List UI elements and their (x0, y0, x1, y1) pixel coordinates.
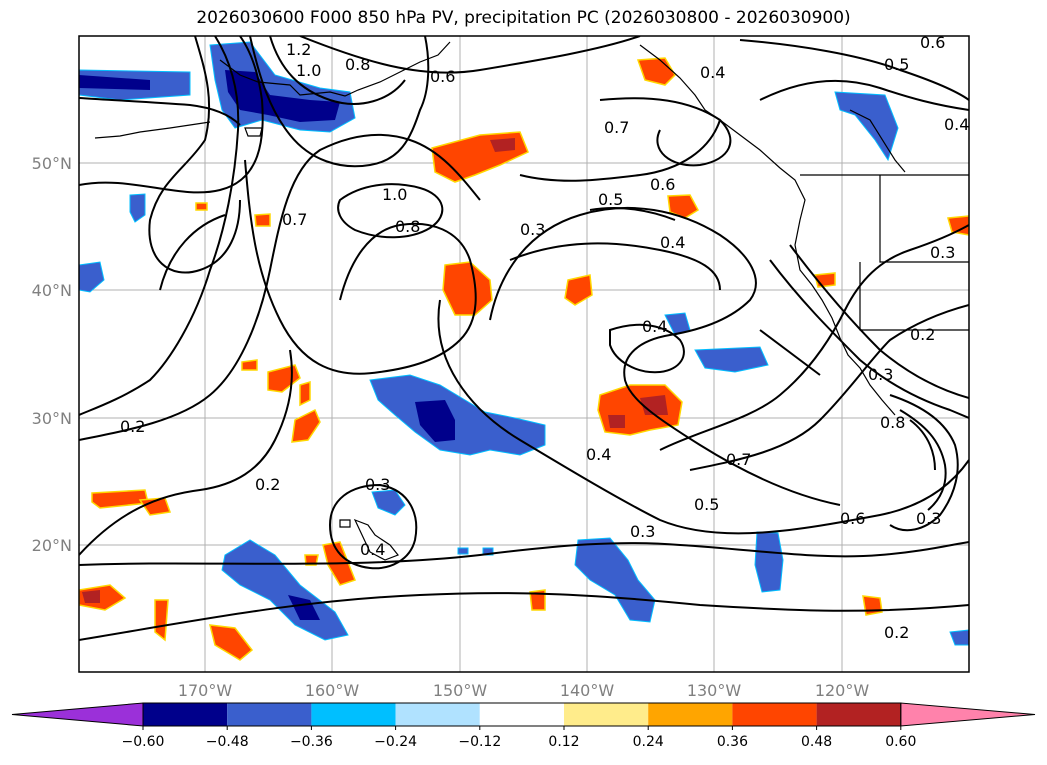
colorbar-tick-label: −0.36 (290, 734, 333, 750)
lon-label-160w: 160°W (305, 681, 360, 700)
lon-label-150w: 150°W (433, 681, 488, 700)
contour-label: 0.2 (255, 475, 280, 494)
colorbar-segment (732, 703, 817, 726)
contour-label: 0.4 (944, 115, 969, 134)
colorbar-tick-label: 0.24 (633, 734, 664, 750)
contour-label: 0.8 (345, 55, 370, 74)
lat-label-50n: 50°N (32, 154, 72, 173)
contour-label: 0.2 (120, 417, 145, 436)
contour-label: 0.6 (430, 67, 455, 86)
negative-precip-patches (79, 41, 969, 646)
contour-label: 0.3 (868, 365, 893, 384)
lon-label-120w: 120°W (815, 681, 870, 700)
colorbar-segment (648, 703, 733, 726)
colorbar-segment (311, 703, 396, 726)
lat-label-40n: 40°N (32, 281, 72, 300)
contour-label: 0.4 (660, 233, 685, 252)
contour-label: 0.3 (916, 509, 941, 528)
graticule (79, 36, 969, 672)
contour-label: 0.2 (910, 325, 935, 344)
contour-label: 0.3 (630, 522, 655, 541)
pv-contours (79, 36, 969, 641)
positive-precip-patches (79, 57, 969, 661)
lon-label-130w: 130°W (687, 681, 742, 700)
contour-label: 0.5 (694, 495, 719, 514)
contour-label: 0.7 (282, 210, 307, 229)
lat-label-20n: 20°N (32, 536, 72, 555)
contour-label: 0.4 (360, 540, 385, 559)
contour-label: 0.4 (700, 63, 725, 82)
colorbar-extend-low (11, 702, 144, 727)
contour-label: 0.3 (365, 475, 390, 494)
colorbar-tick-label: 0.60 (885, 734, 916, 750)
contour-label: 0.7 (726, 450, 751, 469)
contour-label: 0.6 (920, 33, 945, 52)
map-area: 1.2 1.0 1.0 0.8 0.8 0.8 0.7 0.7 0.7 0.6 … (79, 33, 969, 672)
contour-label: 0.3 (930, 243, 955, 262)
colorbar-extend-high (900, 702, 1036, 727)
colorbar-outline (142, 702, 902, 727)
contour-label: 0.8 (395, 217, 420, 236)
colorbar-tick-label: −0.12 (458, 734, 501, 750)
contour-labels: 1.2 1.0 1.0 0.8 0.8 0.8 0.7 0.7 0.7 0.6 … (120, 33, 969, 642)
map-title: 2026030600 F000 850 hPa PV, precipitatio… (196, 8, 851, 28)
contour-label: 0.4 (642, 317, 667, 336)
colorbar-segment (395, 703, 480, 726)
contour-label: 0.5 (884, 55, 909, 74)
contour-label: 0.7 (604, 118, 629, 137)
colorbar-segment (227, 703, 312, 726)
colorbar-segment (564, 703, 649, 726)
colorbar-segment (816, 703, 901, 726)
colorbar-tick-label: −0.24 (374, 734, 417, 750)
lat-label-30n: 30°N (32, 409, 72, 428)
longitude-labels: 170°W 160°W 150°W 140°W 130°W 120°W (178, 681, 870, 700)
contour-label: 1.2 (286, 40, 311, 59)
contour-label: 0.6 (650, 175, 675, 194)
colorbar-tick-label: −0.48 (206, 734, 249, 750)
coastlines (94, 41, 969, 561)
colorbar-segment (143, 703, 228, 726)
contour-label: 0.8 (880, 413, 905, 432)
contour-label: 0.5 (598, 190, 623, 209)
contour-label: 0.2 (884, 623, 909, 642)
contour-label: 0.6 (840, 509, 865, 528)
contour-label: 0.4 (586, 445, 611, 464)
contour-label: 1.0 (296, 61, 321, 80)
colorbar-tick-label: 0.12 (548, 734, 579, 750)
contour-label: 1.0 (382, 185, 407, 204)
map-frame (78, 35, 970, 673)
colorbar-segment (479, 703, 564, 726)
colorbar-tick-label: 0.48 (801, 734, 832, 750)
colorbar-tick-label: 0.36 (717, 734, 748, 750)
latitude-labels: 50°N 40°N 30°N 20°N (32, 154, 72, 555)
colorbar-tick-label: −0.60 (122, 734, 165, 750)
lon-label-170w: 170°W (178, 681, 233, 700)
lon-label-140w: 140°W (560, 681, 615, 700)
colorbar: −0.60 −0.48 −0.36 −0.24 −0.12 0.12 0.24 0.36 0.4… (11, 702, 1036, 750)
contour-label: 0.3 (520, 220, 545, 239)
